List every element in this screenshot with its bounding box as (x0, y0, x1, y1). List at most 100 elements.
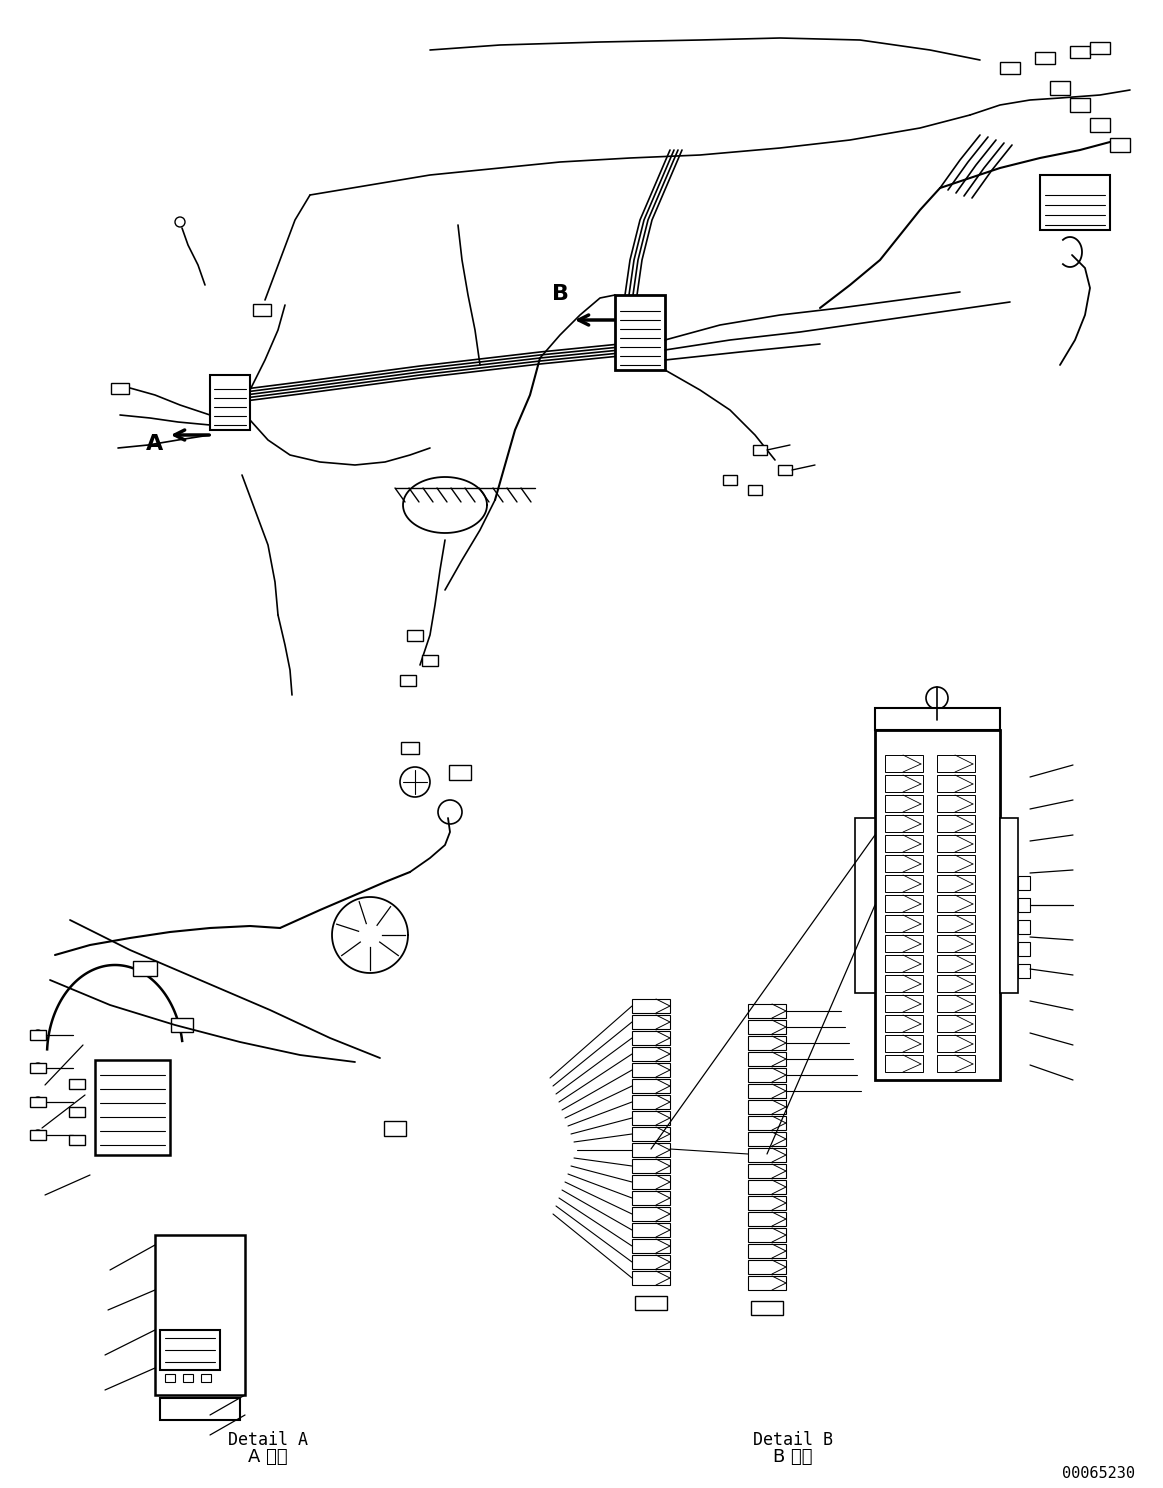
Circle shape (163, 1356, 171, 1364)
Bar (778, 464, 792, 475)
Bar (632, 1223, 670, 1237)
Bar (211, 375, 250, 430)
Bar (632, 1176, 670, 1189)
Text: B: B (551, 284, 569, 304)
Bar (748, 1052, 786, 1065)
Bar (1090, 42, 1110, 54)
Bar (1070, 46, 1090, 58)
Bar (748, 1277, 786, 1290)
Circle shape (926, 687, 948, 708)
Bar (748, 1164, 786, 1178)
Bar (30, 1129, 47, 1140)
Bar (937, 1015, 975, 1033)
Bar (875, 708, 1000, 731)
Bar (160, 1399, 240, 1420)
Bar (885, 1015, 923, 1033)
Circle shape (73, 1080, 81, 1088)
Circle shape (163, 1268, 171, 1277)
Bar (133, 960, 157, 976)
Bar (615, 295, 665, 371)
Circle shape (174, 217, 185, 228)
Bar (632, 998, 670, 1013)
Bar (748, 1132, 786, 1146)
Bar (632, 1112, 670, 1125)
Bar (748, 1196, 786, 1210)
Bar (937, 894, 975, 912)
Bar (1040, 176, 1110, 231)
Bar (875, 731, 1000, 1080)
Bar (635, 1296, 668, 1309)
Bar (632, 1271, 670, 1286)
Bar (937, 995, 975, 1012)
Circle shape (163, 1244, 171, 1251)
Bar (748, 485, 762, 496)
Circle shape (73, 1135, 81, 1144)
Bar (201, 1373, 211, 1382)
Bar (1070, 98, 1090, 112)
Bar (937, 934, 975, 952)
Bar (632, 1079, 670, 1094)
Bar (95, 1059, 170, 1155)
Circle shape (73, 1109, 81, 1116)
Bar (632, 1207, 670, 1222)
Bar (632, 1126, 670, 1141)
Bar (937, 875, 975, 891)
Bar (885, 775, 923, 792)
Bar (748, 1004, 786, 1018)
Bar (1050, 80, 1070, 95)
Bar (69, 1079, 85, 1089)
Bar (937, 955, 975, 972)
Bar (1018, 942, 1030, 955)
Bar (885, 856, 923, 872)
Bar (632, 1190, 670, 1205)
Bar (885, 1036, 923, 1052)
Bar (1018, 920, 1030, 934)
Bar (449, 765, 471, 780)
Bar (885, 955, 923, 972)
Circle shape (163, 1314, 171, 1321)
Bar (748, 1019, 786, 1034)
Bar (885, 875, 923, 891)
Bar (1018, 964, 1030, 978)
Bar (885, 1055, 923, 1071)
Bar (748, 1149, 786, 1162)
Bar (748, 1180, 786, 1193)
Bar (1018, 897, 1030, 912)
Bar (748, 1244, 786, 1257)
Bar (937, 815, 975, 832)
Bar (885, 995, 923, 1012)
Bar (160, 1330, 220, 1370)
Circle shape (163, 1336, 171, 1344)
Bar (407, 629, 423, 640)
Bar (855, 818, 875, 992)
Bar (748, 1116, 786, 1129)
Bar (748, 1260, 786, 1274)
Circle shape (33, 1062, 43, 1073)
Bar (748, 1213, 786, 1226)
Bar (110, 382, 129, 393)
Bar (937, 775, 975, 792)
Bar (1000, 818, 1018, 992)
Bar (165, 1373, 174, 1382)
Bar (171, 1018, 193, 1033)
Bar (1090, 118, 1110, 132)
Text: Detail B: Detail B (752, 1431, 833, 1449)
Bar (885, 835, 923, 853)
Bar (885, 915, 923, 931)
Circle shape (400, 766, 430, 798)
Bar (1110, 138, 1130, 152)
Bar (748, 1100, 786, 1115)
Bar (937, 795, 975, 812)
Bar (885, 975, 923, 992)
Bar (885, 795, 923, 812)
Bar (30, 1097, 47, 1107)
Bar (400, 674, 416, 686)
Bar (748, 1036, 786, 1051)
Bar (422, 655, 438, 665)
Circle shape (33, 1030, 43, 1040)
Bar (632, 1031, 670, 1045)
Bar (254, 304, 271, 315)
Bar (885, 815, 923, 832)
Bar (384, 1120, 406, 1135)
Bar (632, 1015, 670, 1030)
